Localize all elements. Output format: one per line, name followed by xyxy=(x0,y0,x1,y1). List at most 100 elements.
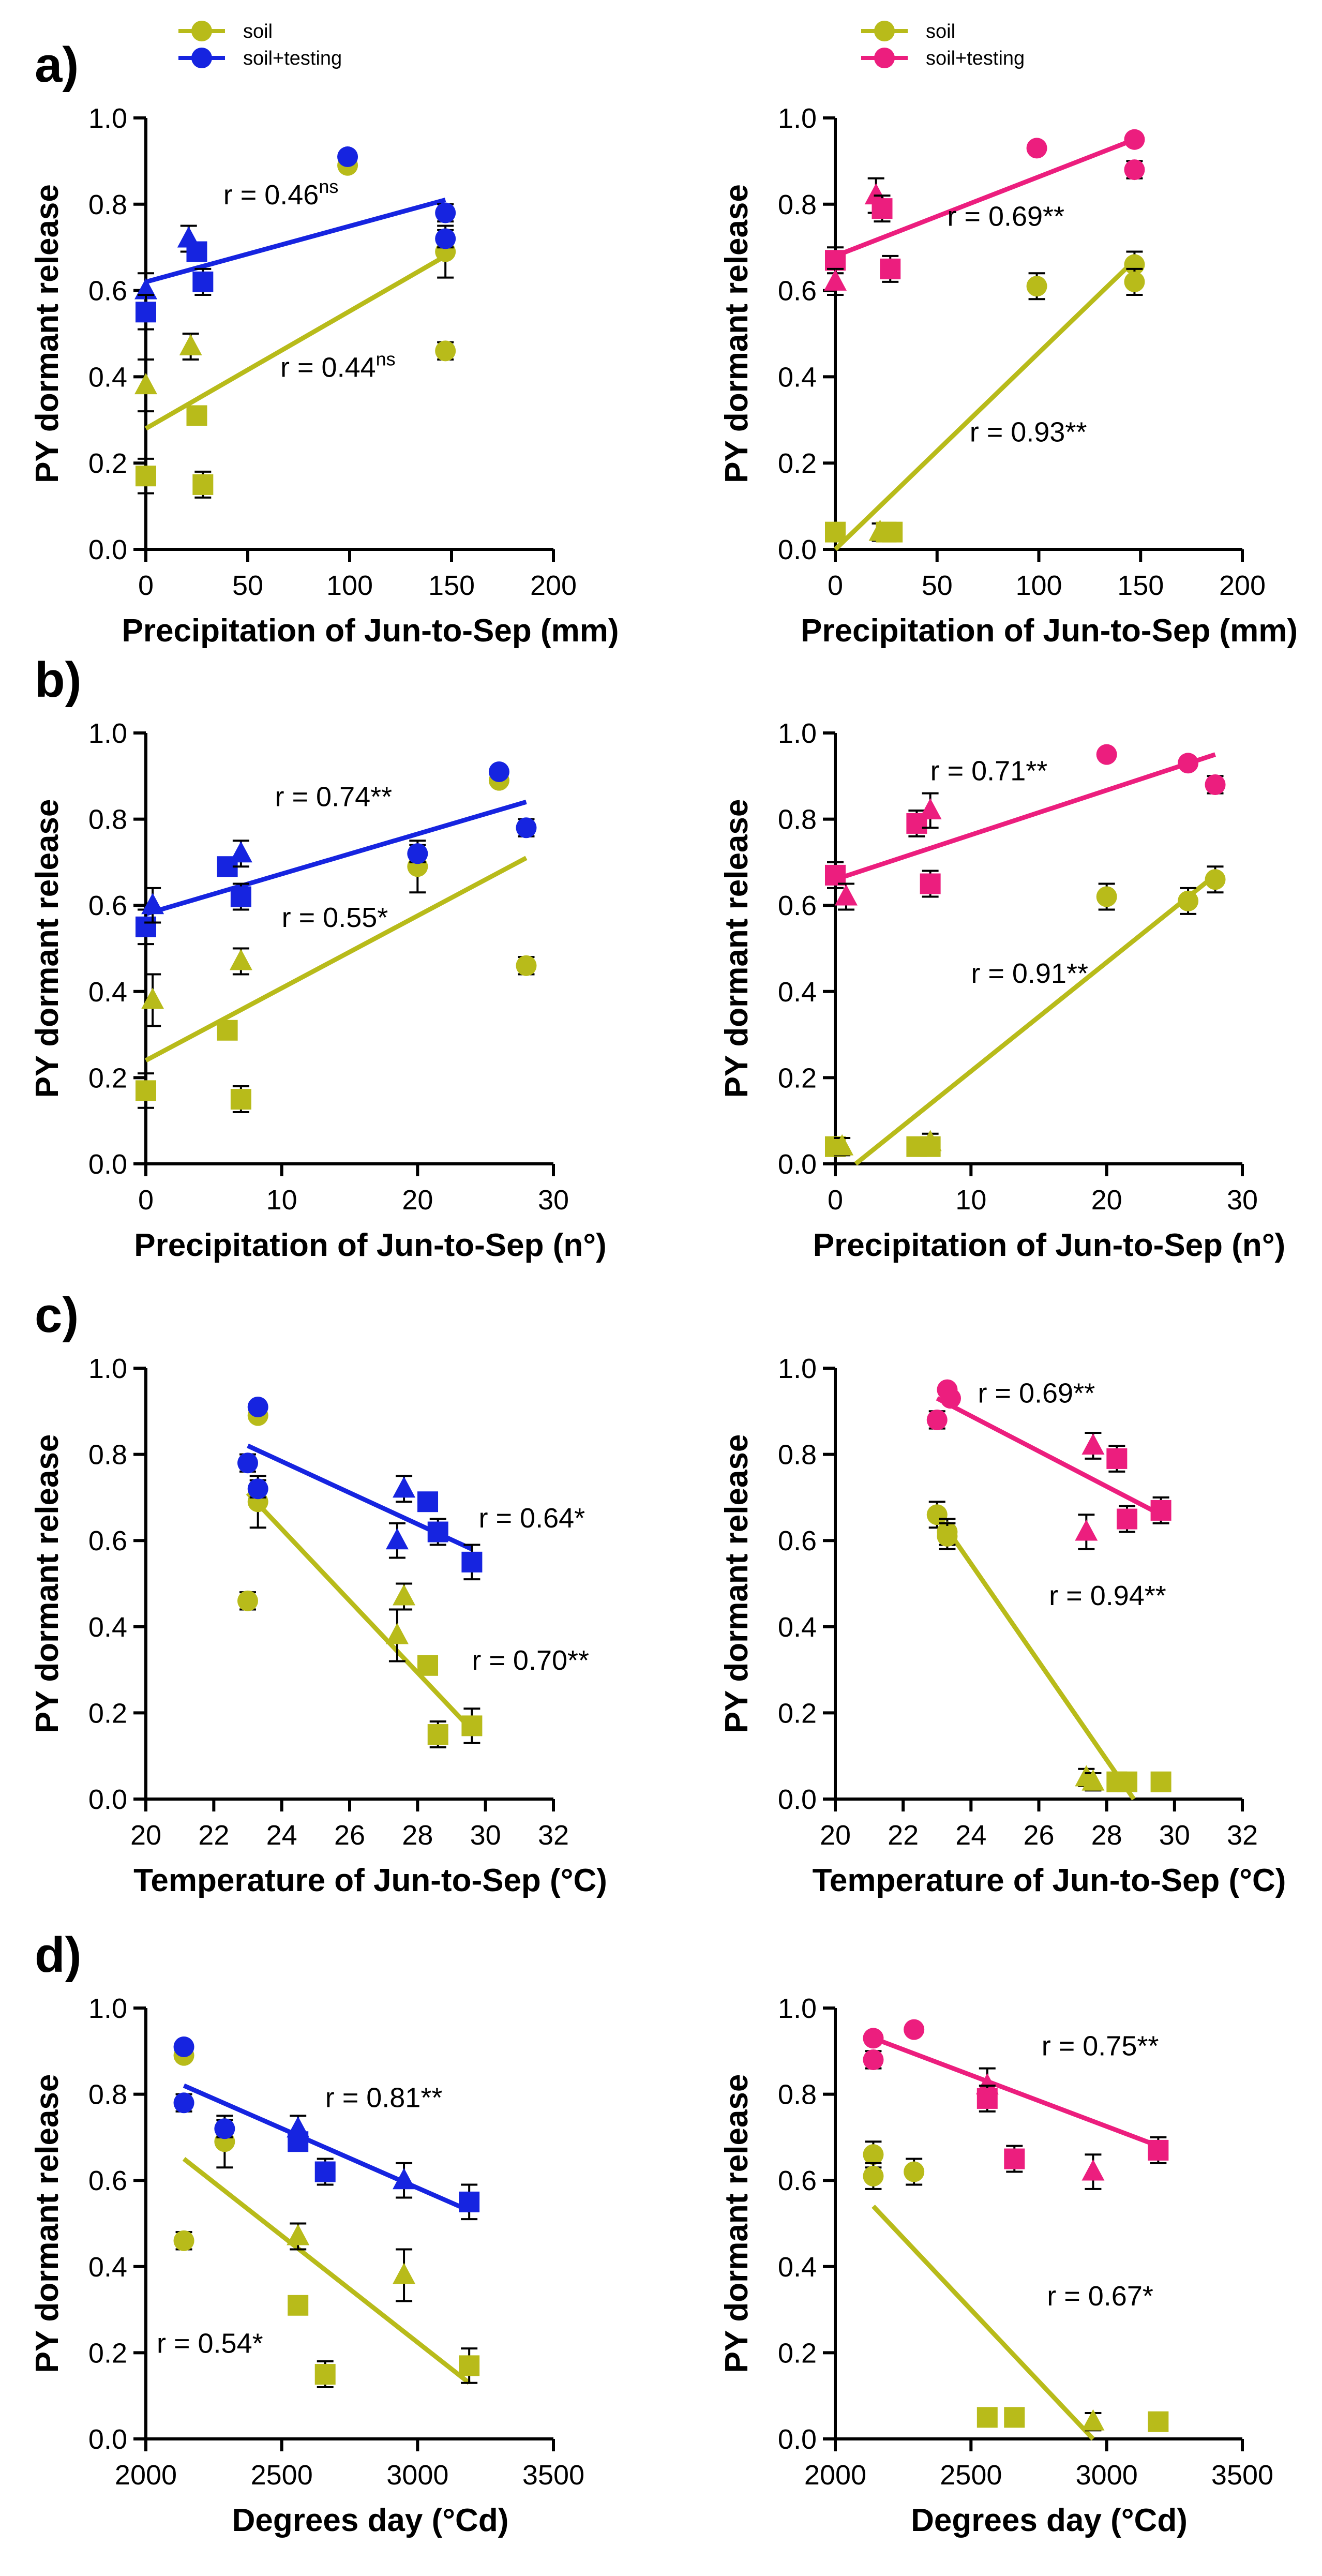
regression-line xyxy=(182,2157,471,2385)
panel-letter: d) xyxy=(35,1927,82,1983)
data-point-triangle xyxy=(1081,2159,1105,2181)
y-tick-label: 0.4 xyxy=(778,977,817,1008)
x-tick-label: 20 xyxy=(402,1185,433,1216)
y-axis-title: PY dormant release xyxy=(719,1434,755,1733)
data-point-square xyxy=(427,1724,448,1745)
legend-marker xyxy=(874,21,895,41)
data-point-square xyxy=(186,405,207,426)
legend-label: soil xyxy=(926,21,955,42)
y-axis-title: PY dormant release xyxy=(29,799,65,1098)
x-tick-label: 10 xyxy=(955,1185,986,1216)
regression-line xyxy=(872,2205,1095,2441)
y-tick-label: 1.0 xyxy=(778,718,817,749)
data-point-square xyxy=(192,474,214,495)
data-point-circle xyxy=(1096,886,1117,907)
data-point-circle xyxy=(435,340,456,362)
data-point-circle xyxy=(904,2019,925,2040)
data-point-triangle xyxy=(834,884,858,906)
correlation-value: r = 0.55* xyxy=(282,902,388,933)
y-tick-label: 0.2 xyxy=(88,1062,127,1094)
y-tick-label: 0.8 xyxy=(778,1440,817,1471)
data-point-square xyxy=(459,2355,480,2376)
series-blue: r = 0.64* xyxy=(237,1396,585,1581)
y-tick-label: 0.8 xyxy=(88,804,127,835)
data-point-triangle xyxy=(1081,2409,1105,2431)
data-point-triangle xyxy=(1081,1769,1105,1791)
x-tick-label: 200 xyxy=(530,570,577,601)
correlation-annotation: r = 0.55* xyxy=(282,902,388,933)
x-tick-label: 30 xyxy=(538,1185,569,1216)
x-tick-label: 28 xyxy=(1091,1820,1122,1851)
x-tick-label: 32 xyxy=(538,1820,569,1851)
data-point-circle xyxy=(237,1452,258,1474)
data-point-circle xyxy=(940,1388,961,1409)
data-point-square xyxy=(1106,1448,1128,1469)
legend-marker xyxy=(191,48,212,68)
correlation-annotation: r = 0.93** xyxy=(970,417,1087,448)
data-point-square xyxy=(920,873,941,894)
x-tick-label: 20 xyxy=(1091,1185,1122,1216)
chart-panel-a-left: a) 0.0 0.2 0.4 0.6 0.8 1.0 0 50 100 150 200 Precipit… xyxy=(29,21,619,649)
regression-line xyxy=(833,258,1136,551)
data-point-triangle xyxy=(385,1623,409,1644)
regression-line xyxy=(936,1396,1162,1517)
data-point-square xyxy=(920,1136,941,1157)
x-axis-title: Precipitation of Jun-to-Sep (mm) xyxy=(801,613,1298,649)
x-tick-label: 3500 xyxy=(1211,2460,1273,2491)
data-point-triangle xyxy=(824,269,847,291)
y-tick-label: 1.0 xyxy=(88,718,127,749)
data-point-circle xyxy=(863,2144,884,2165)
y-tick-label: 0.2 xyxy=(88,1698,127,1729)
x-tick-label: 50 xyxy=(232,570,263,601)
y-tick-label: 0.0 xyxy=(88,534,127,565)
data-point-circle xyxy=(863,2165,884,2186)
y-axis-title: PY dormant release xyxy=(719,799,755,1098)
y-tick-label: 0.2 xyxy=(778,448,817,479)
x-tick-label: 26 xyxy=(1023,1820,1054,1851)
data-point-triangle xyxy=(393,2168,416,2190)
data-point-triangle xyxy=(141,987,164,1009)
x-tick-label: 3000 xyxy=(1076,2460,1138,2491)
regression-line xyxy=(246,1491,474,1732)
correlation-annotation: r = 0.64* xyxy=(479,1503,585,1534)
y-tick-label: 0.0 xyxy=(88,1149,127,1180)
data-point-square xyxy=(461,1715,483,1736)
data-point-circle xyxy=(407,843,428,864)
data-point-circle xyxy=(863,2028,884,2049)
x-tick-label: 2000 xyxy=(804,2460,866,2491)
y-tick-label: 0.0 xyxy=(88,2424,127,2455)
correlation-value: r = 0.64* xyxy=(479,1503,585,1534)
x-tick-label: 0 xyxy=(138,570,154,601)
data-point-square xyxy=(288,2295,309,2316)
x-tick-label: 150 xyxy=(428,570,475,601)
data-point-square xyxy=(1148,2139,1169,2161)
y-tick-label: 0.8 xyxy=(778,189,817,220)
data-point-square xyxy=(1148,2411,1169,2432)
data-point-circle xyxy=(1205,774,1226,795)
data-point-square xyxy=(880,258,901,279)
series-soil: r = 0.91** xyxy=(825,865,1226,1166)
y-tick-label: 0.6 xyxy=(778,890,817,921)
data-point-circle xyxy=(435,228,456,249)
data-point-circle xyxy=(1124,129,1145,150)
data-point-square xyxy=(230,1089,251,1110)
data-point-circle xyxy=(1096,744,1117,765)
x-axis-title: Temperature of Jun-to-Sep (°C) xyxy=(813,1863,1286,1898)
correlation-value: r = 0.81** xyxy=(325,2083,443,2114)
data-point-square xyxy=(427,1521,448,1542)
x-tick-label: 3500 xyxy=(522,2460,584,2491)
correlation-annotation: r = 0.46ns xyxy=(223,176,339,211)
data-point-square xyxy=(417,1491,439,1512)
correlation-annotation: r = 0.70** xyxy=(472,1645,589,1676)
x-tick-label: 100 xyxy=(1015,570,1062,601)
y-axis-title: PY dormant release xyxy=(719,184,755,483)
x-tick-label: 150 xyxy=(1117,570,1164,601)
correlation-annotation: r = 0.67* xyxy=(1047,2281,1153,2312)
data-point-circle xyxy=(1178,890,1199,911)
x-tick-label: 28 xyxy=(402,1820,433,1851)
correlation-value: r = 0.71** xyxy=(930,756,1048,787)
y-tick-label: 0.8 xyxy=(778,804,817,835)
series-soil: r = 0.94** xyxy=(926,1501,1171,1801)
x-tick-label: 0 xyxy=(138,1185,154,1216)
correlation-value: r = 0.75** xyxy=(1042,2031,1159,2062)
